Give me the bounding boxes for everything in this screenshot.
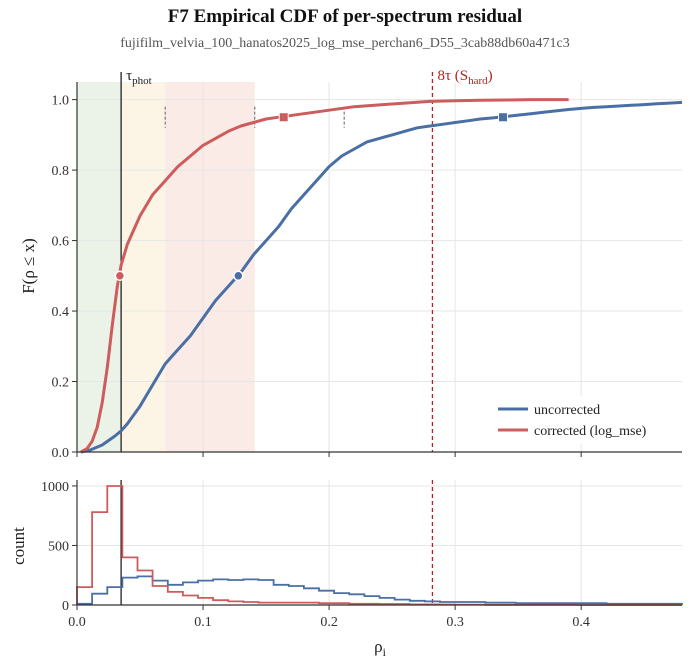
cdf-line-uncorrected (80, 100, 683, 454)
tick-labels: 0.0 0.2 0.4 0.6 0.8 1.0 0.0 0.1 0.2 0.3 0.4 0 500 100… (41, 94, 590, 630)
shaded-zones (77, 82, 255, 452)
legend-label-uncorrected: uncorrected (534, 403, 600, 418)
vline-label-0: τphot (126, 68, 152, 87)
vline-label-1: 8τ (Shard) (437, 68, 492, 87)
axes (72, 82, 682, 610)
legend-label-corrected: corrected (log_mse) (534, 424, 647, 439)
hist-x-axis-label: ρi (374, 637, 386, 659)
cdf-y-tick: 1.0 (52, 94, 70, 109)
cdf-y-tick: 0.4 (52, 305, 70, 320)
p95-marker (278, 112, 289, 123)
legend-box (490, 396, 674, 444)
hist-step-uncorrected (76, 575, 683, 605)
x-label-sub: i (383, 645, 387, 659)
hist-x-tick: 0.0 (68, 615, 86, 630)
cdf-series (80, 98, 683, 454)
hist-y-tick: 1000 (41, 480, 69, 495)
zone-yellow (121, 82, 166, 452)
cdf-y-axis-label: F(ρ ≤ x) (19, 238, 38, 294)
cdf-y-tick: 0.2 (52, 376, 70, 391)
hist-y-axis-label: count (9, 527, 28, 565)
chart-title: F7 Empirical CDF of per-spectrum residua… (167, 6, 523, 27)
cdf-y-tick: 0.6 (52, 235, 70, 250)
cdf-y-tick: 0.0 (52, 446, 70, 461)
hist-y-tick: 0 (62, 599, 69, 614)
cdf-line-corrected (80, 98, 569, 454)
legend: uncorrected corrected (log_mse) (490, 396, 674, 444)
zone-green (77, 82, 122, 452)
hist-x-tick: 0.1 (194, 615, 212, 630)
hist-x-tick: 0.3 (446, 615, 464, 630)
p95-marker (498, 112, 509, 123)
vline-label-end: ) (488, 68, 493, 84)
reference-lines: τphot 8τ (Shard) (120, 68, 493, 605)
cdf-y-tick: 0.8 (52, 164, 70, 179)
vline-label-main: 8τ (S (437, 68, 468, 84)
hist-x-tick: 0.4 (572, 615, 590, 630)
chart-subtitle: fujifilm_velvia_100_hanatos2025_log_mse_… (120, 36, 570, 51)
x-label-main: ρ (374, 637, 382, 656)
median-marker (114, 270, 126, 282)
hist-x-tick: 0.2 (320, 615, 338, 630)
hist-y-tick: 500 (48, 539, 69, 554)
vline-label-sub: phot (132, 75, 152, 87)
zone-red (165, 82, 255, 452)
vline-label-main: τ (126, 68, 132, 84)
median-marker (233, 270, 244, 282)
vline-label-sub: hard (468, 75, 488, 87)
